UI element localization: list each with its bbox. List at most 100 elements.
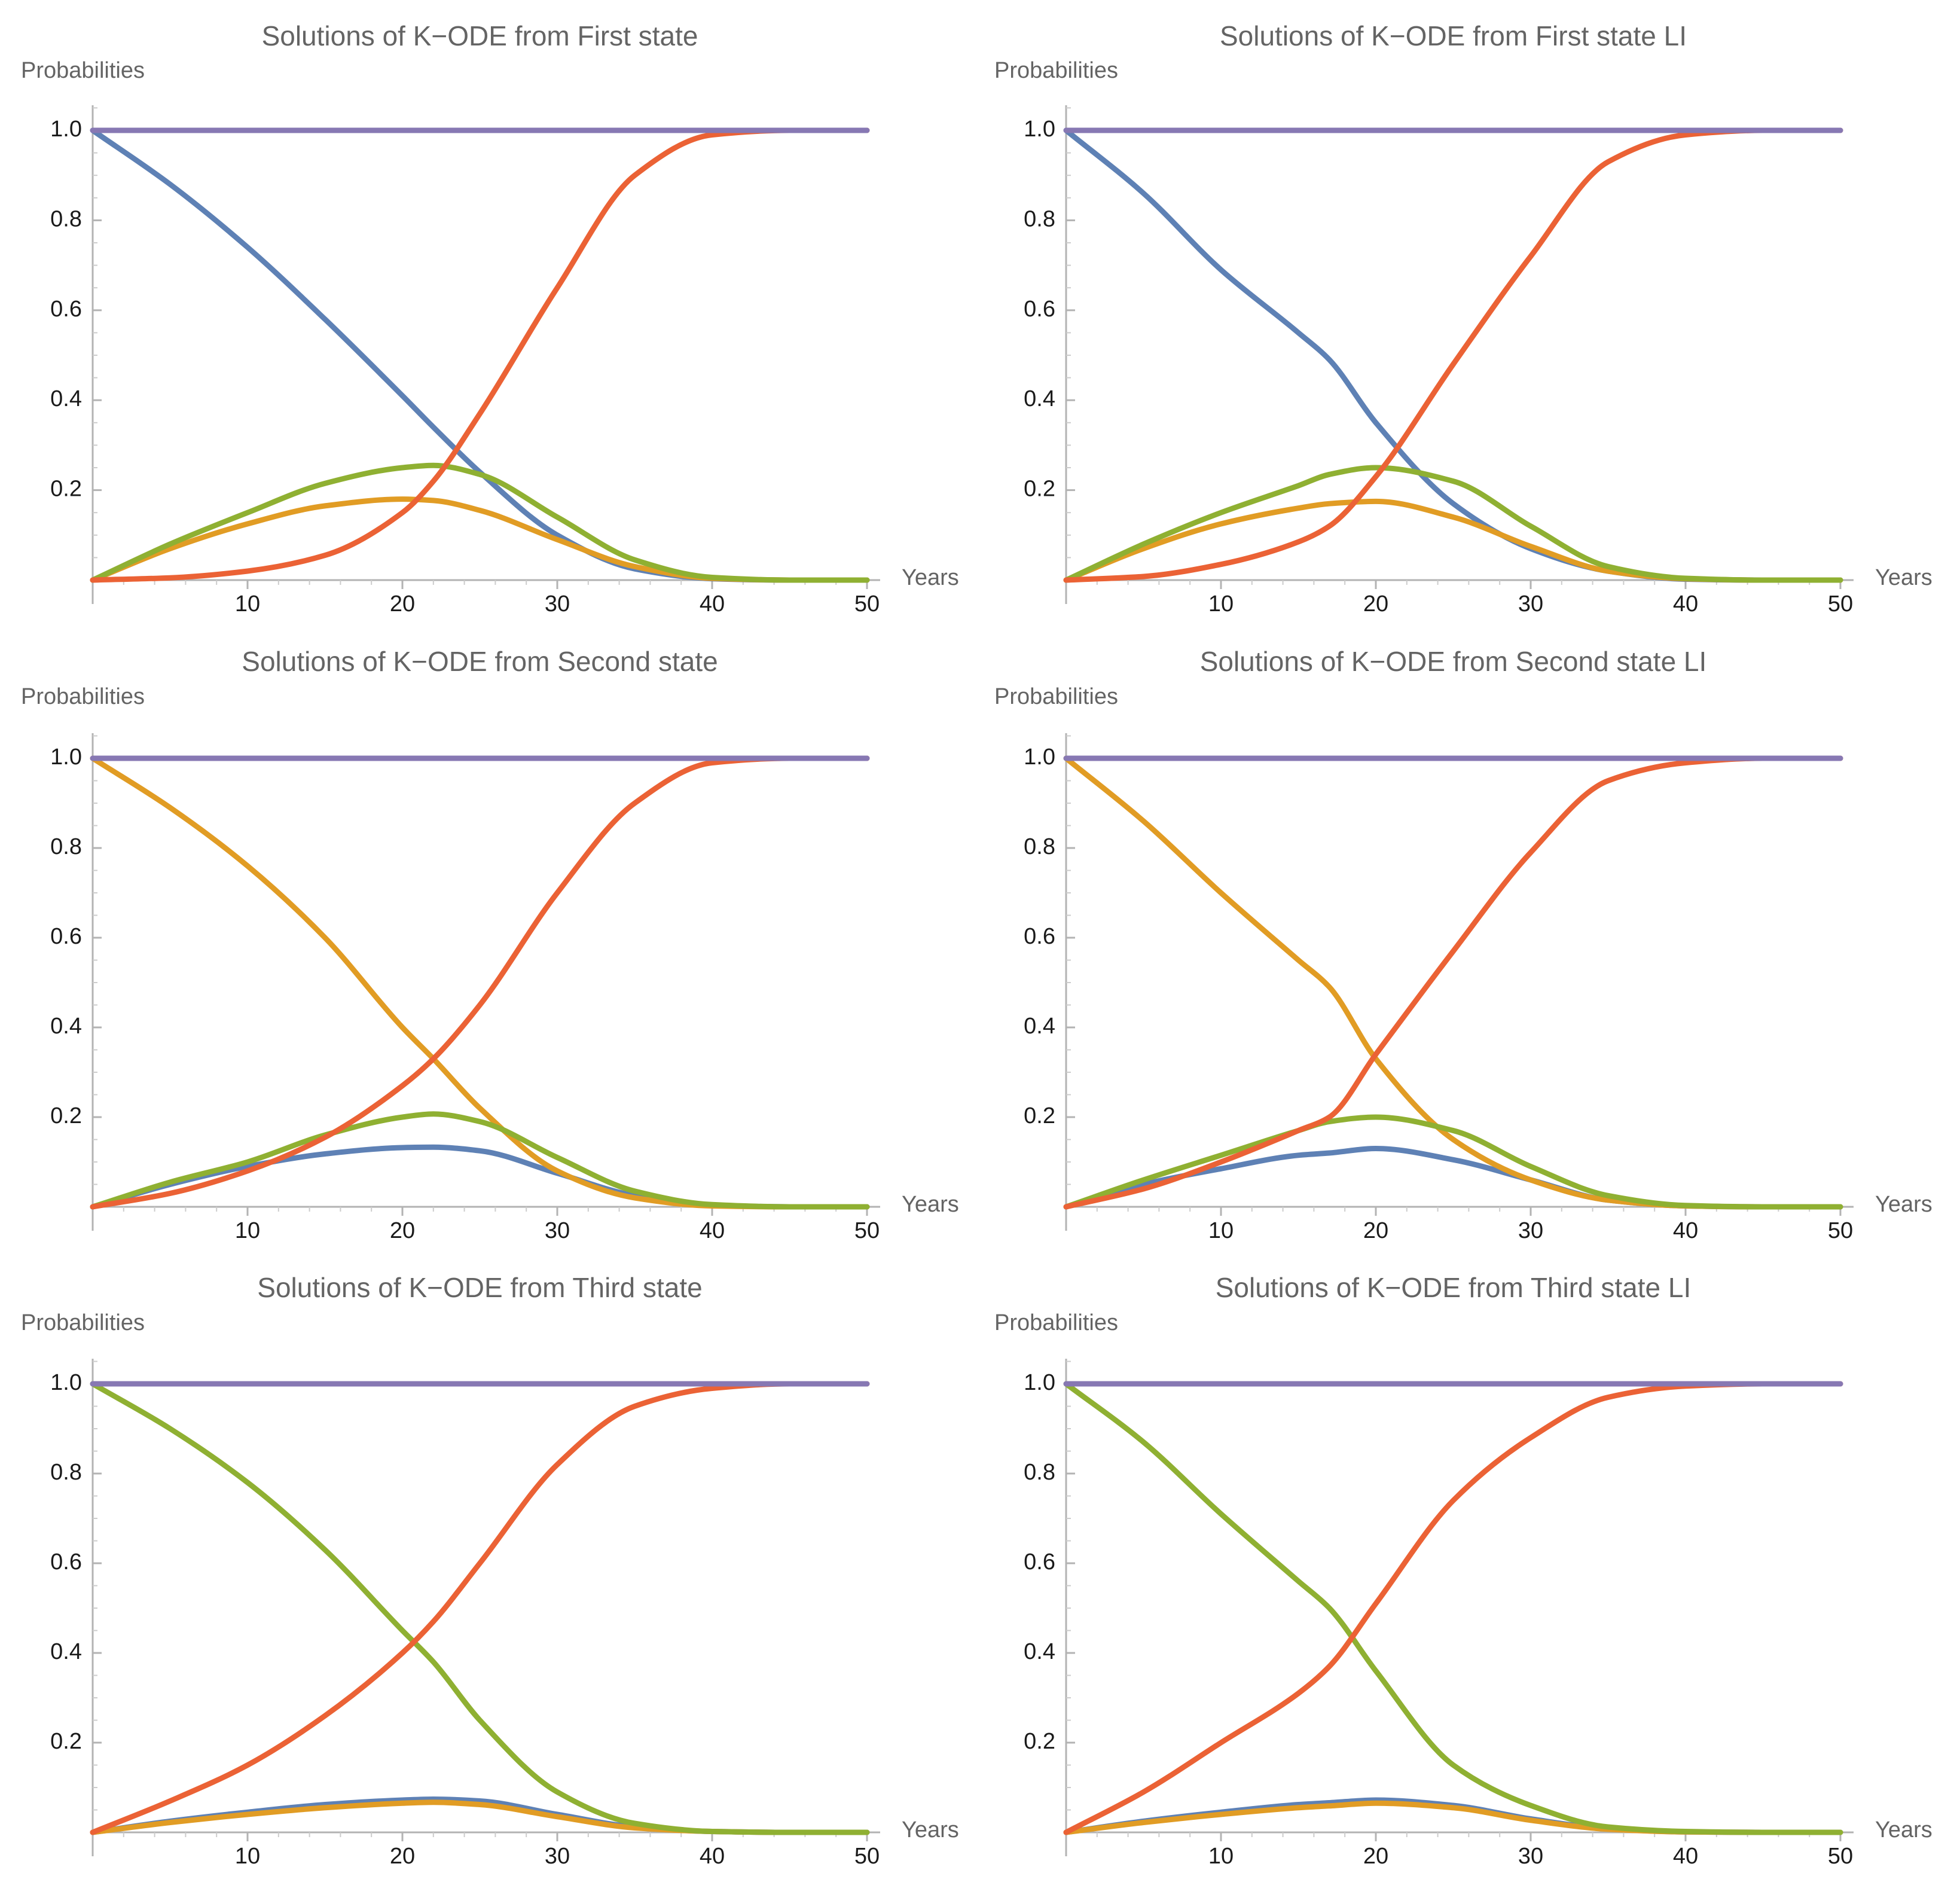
y-tick-label: 0.2 bbox=[50, 1103, 82, 1128]
x-tick-label: 20 bbox=[1363, 1844, 1388, 1869]
series-line-4 bbox=[1063, 755, 1843, 1210]
x-axis-label: Years bbox=[1875, 565, 1932, 590]
chart-panel-5: Solutions of K−ODE from Third state Proba… bbox=[21, 1272, 959, 1869]
x-tick-label: 30 bbox=[545, 591, 570, 617]
y-tick-label: 0.6 bbox=[1024, 1549, 1055, 1575]
x-axis-label: Years bbox=[902, 1817, 959, 1843]
y-axis-label: Probabilities bbox=[21, 684, 145, 709]
x-tick-label: 30 bbox=[1518, 1218, 1543, 1243]
chart-title: Solutions of K−ODE from Third state LI bbox=[1216, 1272, 1692, 1303]
x-tick-label: 20 bbox=[390, 591, 415, 617]
x-tick-label: 50 bbox=[854, 1844, 880, 1869]
y-tick-label: 0.8 bbox=[1024, 834, 1055, 859]
y-tick-label: 0.4 bbox=[50, 1014, 82, 1039]
y-tick-label: 0.8 bbox=[50, 834, 82, 859]
x-tick-label: 10 bbox=[235, 1218, 260, 1243]
y-tick-label: 0.4 bbox=[50, 386, 82, 411]
x-tick-label: 40 bbox=[700, 1844, 725, 1869]
x-axis-label: Years bbox=[1875, 1817, 1932, 1843]
series-line-2 bbox=[1063, 1800, 1843, 1835]
series-line-4 bbox=[90, 755, 870, 1210]
x-tick-label: 20 bbox=[390, 1844, 415, 1869]
y-tick-label: 1.0 bbox=[1024, 1370, 1055, 1395]
y-tick-label: 0.4 bbox=[50, 1639, 82, 1664]
chart-panel-4: Solutions of K−ODE from Second state LI P… bbox=[994, 646, 1932, 1243]
x-tick-label: 40 bbox=[1673, 591, 1698, 617]
y-tick-label: 0.8 bbox=[1024, 1460, 1055, 1485]
y-axis-label: Probabilities bbox=[21, 58, 145, 83]
x-tick-label: 10 bbox=[1208, 1844, 1234, 1869]
series-line-3 bbox=[1063, 1381, 1843, 1835]
series-line-1 bbox=[1063, 127, 1843, 583]
x-tick-label: 50 bbox=[854, 1218, 880, 1243]
y-tick-label: 1.0 bbox=[50, 1370, 82, 1395]
y-tick-label: 0.6 bbox=[50, 1549, 82, 1575]
y-tick-label: 0.2 bbox=[1024, 1103, 1055, 1128]
chart-title: Solutions of K−ODE from Third state bbox=[257, 1272, 702, 1303]
chart-panel-2: Solutions of K−ODE from First state LI Pr… bbox=[994, 20, 1932, 617]
y-tick-label: 0.2 bbox=[1024, 477, 1055, 502]
series-line-3 bbox=[1063, 465, 1843, 583]
x-axis-label: Years bbox=[902, 565, 959, 590]
x-tick-label: 20 bbox=[1363, 591, 1388, 617]
y-tick-label: 0.6 bbox=[1024, 297, 1055, 322]
series-line-2 bbox=[90, 1799, 870, 1835]
y-tick-label: 0.6 bbox=[50, 924, 82, 949]
x-tick-label: 10 bbox=[235, 1844, 260, 1869]
series-line-1 bbox=[90, 1144, 870, 1210]
y-tick-label: 0.4 bbox=[1024, 1014, 1055, 1039]
y-tick-label: 0.2 bbox=[50, 1729, 82, 1754]
x-tick-label: 30 bbox=[1518, 1844, 1543, 1869]
y-axis-label: Probabilities bbox=[994, 684, 1118, 709]
chart-panel-3: Solutions of K−ODE from Second state Prob… bbox=[21, 646, 959, 1243]
x-tick-label: 10 bbox=[235, 591, 260, 617]
series-line-3 bbox=[90, 462, 870, 583]
y-tick-label: 0.2 bbox=[50, 477, 82, 502]
chart-title: Solutions of K−ODE from First state bbox=[262, 20, 698, 51]
y-tick-label: 0.6 bbox=[50, 297, 82, 322]
series-line-3 bbox=[90, 1381, 870, 1835]
series-line-3 bbox=[1063, 1114, 1843, 1210]
y-tick-label: 1.0 bbox=[50, 745, 82, 770]
x-tick-label: 20 bbox=[390, 1218, 415, 1243]
x-tick-label: 50 bbox=[1828, 1218, 1853, 1243]
chart-title: Solutions of K−ODE from Second state LI bbox=[1200, 646, 1707, 677]
x-tick-label: 30 bbox=[545, 1844, 570, 1869]
y-tick-label: 1.0 bbox=[1024, 117, 1055, 142]
series-line-2 bbox=[90, 496, 870, 583]
x-axis-label: Years bbox=[902, 1192, 959, 1217]
y-tick-label: 0.4 bbox=[1024, 386, 1055, 411]
chart-panel-1: Solutions of K−ODE from First state Proba… bbox=[21, 20, 959, 617]
chart-panel-6: Solutions of K−ODE from Third state LI Pr… bbox=[994, 1272, 1932, 1869]
series-line-2 bbox=[1063, 755, 1843, 1210]
y-axis-label: Probabilities bbox=[994, 58, 1118, 83]
x-tick-label: 20 bbox=[1363, 1218, 1388, 1243]
y-axis-label: Probabilities bbox=[21, 1310, 145, 1335]
series-line-4 bbox=[1063, 127, 1843, 583]
chart-title: Solutions of K−ODE from First state LI bbox=[1220, 20, 1687, 51]
chart-title: Solutions of K−ODE from Second state bbox=[242, 646, 718, 677]
x-axis-label: Years bbox=[1875, 1192, 1932, 1217]
y-tick-label: 0.8 bbox=[1024, 206, 1055, 231]
y-tick-label: 1.0 bbox=[50, 117, 82, 142]
y-tick-label: 1.0 bbox=[1024, 745, 1055, 770]
x-tick-label: 40 bbox=[1673, 1844, 1698, 1869]
x-tick-label: 30 bbox=[545, 1218, 570, 1243]
x-tick-label: 50 bbox=[1828, 1844, 1853, 1869]
series-line-2 bbox=[1063, 498, 1843, 583]
series-line-2 bbox=[90, 755, 870, 1210]
x-tick-label: 30 bbox=[1518, 591, 1543, 617]
series-line-4 bbox=[90, 127, 870, 583]
y-tick-label: 0.8 bbox=[50, 206, 82, 231]
series-line-4 bbox=[90, 1381, 870, 1835]
y-tick-label: 0.4 bbox=[1024, 1639, 1055, 1664]
x-tick-label: 40 bbox=[700, 591, 725, 617]
y-tick-label: 0.8 bbox=[50, 1460, 82, 1485]
x-tick-label: 40 bbox=[700, 1218, 725, 1243]
series-line-3 bbox=[90, 1111, 870, 1210]
x-tick-label: 10 bbox=[1208, 1218, 1234, 1243]
x-tick-label: 10 bbox=[1208, 591, 1234, 617]
y-tick-label: 0.6 bbox=[1024, 924, 1055, 949]
x-tick-label: 40 bbox=[1673, 1218, 1698, 1243]
